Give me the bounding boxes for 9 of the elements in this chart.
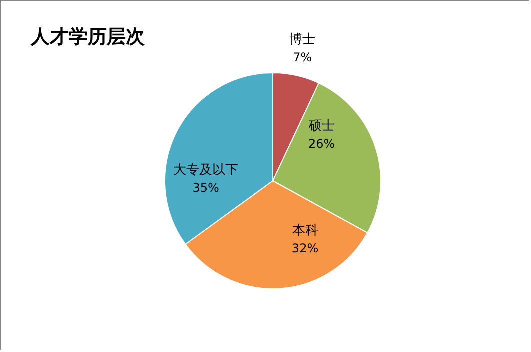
slice-label: 本科: [292, 224, 318, 239]
chart-title: 人才学历层次: [30, 26, 146, 48]
data-label: 32%: [292, 242, 319, 256]
data-label: 7%: [293, 50, 312, 64]
slice-label: 博士: [290, 32, 316, 48]
data-label: 26%: [308, 137, 336, 152]
data-label: 35%: [192, 180, 220, 195]
slice-label: 大专及以下: [174, 162, 239, 178]
slice-label: 硕士: [308, 119, 335, 134]
